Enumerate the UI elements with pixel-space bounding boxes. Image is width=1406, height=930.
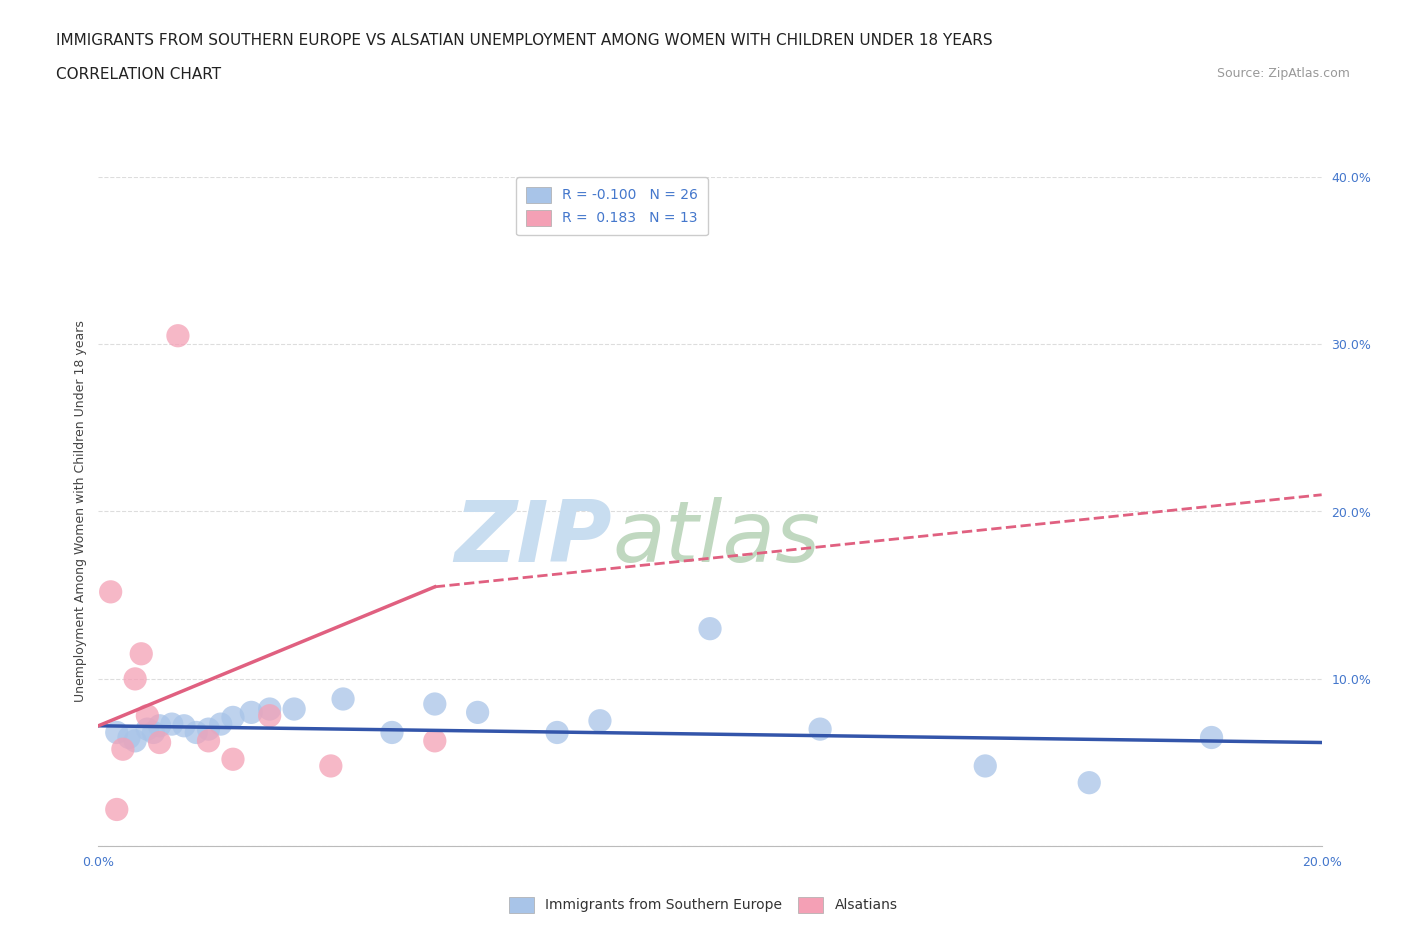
Legend: Immigrants from Southern Europe, Alsatians: Immigrants from Southern Europe, Alsatia…: [503, 891, 903, 919]
Point: [589, 713, 612, 728]
Point: [160, 717, 183, 732]
Point: [423, 734, 446, 749]
Point: [423, 697, 446, 711]
Point: [259, 701, 281, 716]
Point: [100, 584, 122, 599]
Legend: R = -0.100   N = 26, R =  0.183   N = 13: R = -0.100 N = 26, R = 0.183 N = 13: [516, 177, 707, 235]
Point: [167, 328, 190, 343]
Point: [197, 722, 219, 737]
Text: CORRELATION CHART: CORRELATION CHART: [56, 67, 221, 82]
Point: [546, 725, 568, 740]
Text: IMMIGRANTS FROM SOUTHERN EUROPE VS ALSATIAN UNEMPLOYMENT AMONG WOMEN WITH CHILDR: IMMIGRANTS FROM SOUTHERN EUROPE VS ALSAT…: [56, 33, 993, 47]
Point: [173, 718, 195, 733]
Point: [259, 709, 281, 724]
Point: [381, 725, 404, 740]
Y-axis label: Unemployment Among Women with Children Under 18 years: Unemployment Among Women with Children U…: [75, 321, 87, 702]
Point: [186, 725, 208, 740]
Point: [105, 802, 128, 817]
Point: [142, 725, 165, 740]
Point: [209, 717, 232, 732]
Point: [332, 692, 354, 707]
Point: [129, 646, 152, 661]
Point: [149, 718, 172, 733]
Point: [699, 621, 721, 636]
Text: atlas: atlas: [612, 497, 820, 579]
Point: [149, 735, 172, 750]
Point: [124, 671, 146, 686]
Point: [808, 722, 831, 737]
Point: [136, 722, 159, 737]
Point: [222, 710, 245, 724]
Point: [467, 705, 489, 720]
Point: [1078, 776, 1101, 790]
Point: [974, 759, 997, 774]
Point: [111, 742, 134, 757]
Point: [197, 734, 219, 749]
Text: Source: ZipAtlas.com: Source: ZipAtlas.com: [1216, 67, 1350, 80]
Point: [222, 751, 245, 766]
Text: ZIP: ZIP: [454, 497, 612, 579]
Point: [105, 725, 128, 740]
Point: [319, 759, 342, 774]
Point: [118, 730, 141, 745]
Point: [124, 734, 146, 749]
Point: [240, 705, 263, 720]
Point: [136, 709, 159, 724]
Point: [283, 701, 305, 716]
Point: [1201, 730, 1223, 745]
